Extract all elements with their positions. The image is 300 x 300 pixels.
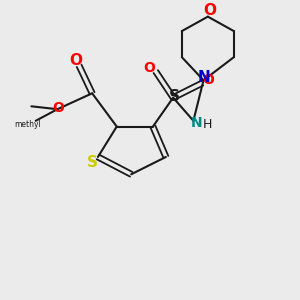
Text: S: S (169, 89, 180, 104)
Text: O: O (203, 3, 216, 18)
Text: O: O (53, 101, 64, 115)
Text: O: O (69, 53, 82, 68)
Text: S: S (87, 154, 98, 169)
Text: methyl: methyl (14, 120, 41, 129)
Text: O: O (202, 73, 214, 87)
Text: O: O (143, 61, 155, 75)
Text: N: N (191, 116, 203, 130)
Text: H: H (203, 118, 212, 131)
Text: N: N (197, 70, 210, 85)
